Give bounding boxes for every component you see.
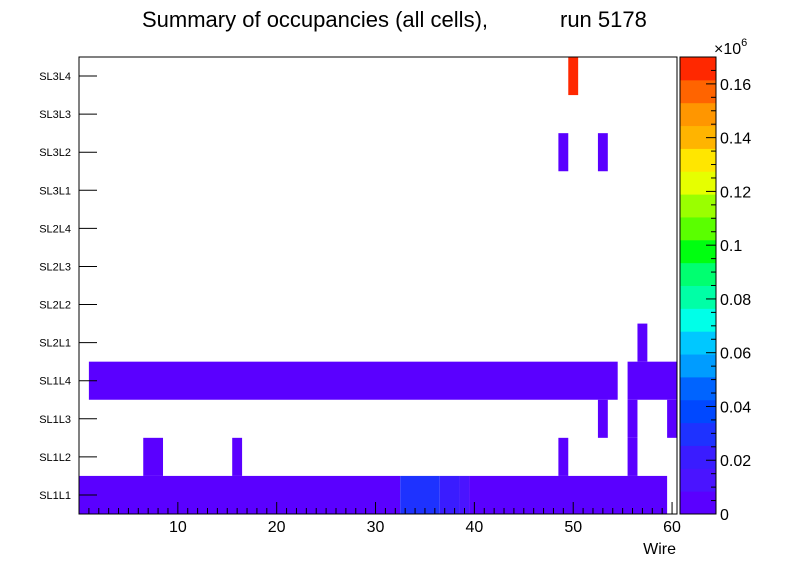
x-tick-label-20: 20 — [268, 519, 286, 536]
colorbar-exponent-base: ×10 — [714, 41, 741, 58]
heatmap-cell-sl3l2-16 — [597, 133, 608, 172]
colorbar-segment-0 — [680, 491, 716, 515]
colorbar-tick-label-0: 0 — [720, 507, 729, 524]
heatmap-cell-sl1l2-5 — [143, 437, 164, 476]
colorbar-tick-label-8: 0.16 — [720, 77, 751, 94]
colorbar-tick-label-4: 0.08 — [720, 292, 751, 309]
x-tick-label-30: 30 — [367, 519, 385, 536]
colorbar-segment-17 — [680, 102, 716, 127]
x-tick-label-60: 60 — [663, 519, 681, 536]
run-label: run 5178 — [560, 7, 647, 32]
heatmap-cells — [79, 57, 677, 514]
colorbar-segment-7 — [680, 331, 716, 355]
y-tick-label-sl3l3: SL3L3 — [39, 109, 71, 121]
heatmap-cell-sl2l1-14 — [637, 323, 648, 362]
colorbar-segment-12 — [680, 216, 716, 241]
y-tick-label-sl2l4: SL2L4 — [39, 223, 71, 235]
plot-frame — [78, 56, 678, 515]
colorbar-exponent-label: ×106 — [714, 37, 747, 58]
heatmap-cell-sl3l2-15 — [558, 133, 569, 172]
colorbar-segment-11 — [680, 239, 716, 264]
y-axis: SL1L1 SL1L2 SL1L3 SL1L4 SL2L1 SL2L2 SL2L3 SL2L4… — [39, 71, 97, 502]
colorbar-tick-label-1: 0.02 — [720, 453, 751, 470]
heatmap-cell-sl1l1-3 — [459, 475, 470, 514]
colorbar-segment-16 — [680, 125, 716, 149]
colorbar-segment-9 — [680, 285, 716, 309]
y-tick-label-sl2l3: SL2L3 — [39, 261, 71, 273]
y-tick-label-sl1l1: SL1L1 — [39, 490, 71, 502]
colorbar-segment-19 — [680, 57, 716, 81]
colorbar-segment-8 — [680, 308, 716, 332]
colorbar-exponent-power: 6 — [741, 37, 747, 49]
colorbar-segment-18 — [680, 79, 716, 104]
y-tick-label-sl2l2: SL2L2 — [39, 300, 71, 312]
colorbar-segment-2 — [680, 445, 716, 469]
colorbar-segment-10 — [680, 262, 716, 286]
colorbar-axis: 0 0.02 0.04 0.06 0.08 0.1 0.12 0.14 0.16 — [706, 56, 751, 524]
colorbar-segment-4 — [680, 399, 716, 424]
chart-title: Summary of occupancies (all cells), — [142, 7, 488, 32]
colorbar-segment-1 — [680, 468, 716, 492]
heatmap-cell-sl1l1-2 — [439, 475, 460, 514]
heatmap-cell-sl1l4-12 — [88, 361, 618, 400]
x-tick-label-50: 50 — [564, 519, 582, 536]
heatmap-cell-sl1l3-11 — [667, 399, 677, 438]
heatmap-cell-sl1l2-7 — [558, 437, 569, 476]
colorbar-segment-15 — [680, 148, 716, 172]
heatmap-cell-sl1l4-13 — [627, 361, 677, 400]
colorbar-segment-5 — [680, 376, 716, 401]
heatmap-cell-sl1l1-1 — [400, 475, 440, 514]
y-tick-label-sl2l1: SL2L1 — [39, 338, 71, 350]
y-tick-label-sl1l2: SL1L2 — [39, 452, 71, 464]
y-tick-label-sl1l4: SL1L4 — [39, 376, 71, 388]
y-tick-label-sl3l2: SL3L2 — [39, 147, 71, 159]
colorbar-tick-label-2: 0.04 — [720, 399, 751, 416]
x-axis-label: Wire — [643, 541, 676, 558]
y-tick-label-sl3l4: SL3L4 — [39, 71, 71, 83]
colorbar-segment-13 — [680, 194, 716, 218]
colorbar-tick-label-5: 0.1 — [720, 238, 742, 255]
heatmap-cell-sl1l2-6 — [232, 437, 243, 476]
colorbar-segment-14 — [680, 171, 716, 195]
colorbar — [679, 56, 717, 515]
heatmap-cell-sl1l1-4 — [469, 475, 668, 514]
heatmap-cell-sl1l2-8 — [627, 437, 638, 476]
heatmap-cell-sl1l3-9 — [597, 399, 608, 438]
colorbar-tick-label-7: 0.14 — [720, 131, 751, 148]
colorbar-tick-label-3: 0.06 — [720, 346, 751, 363]
y-tick-label-sl3l1: SL3L1 — [39, 185, 71, 197]
heatmap-cell-sl1l1-0 — [79, 475, 401, 514]
colorbar-segment-6 — [680, 354, 716, 378]
colorbar-segment-3 — [680, 422, 716, 446]
colorbar-tick-label-6: 0.12 — [720, 184, 751, 201]
x-tick-label-10: 10 — [169, 519, 187, 536]
y-tick-label-sl1l3: SL1L3 — [39, 414, 71, 426]
x-tick-label-40: 40 — [465, 519, 483, 536]
heatmap-cell-sl3l4-17 — [568, 57, 579, 96]
heatmap-cell-sl1l3-10 — [627, 399, 638, 438]
x-axis: 10 20 30 40 50 60 — [88, 502, 681, 536]
